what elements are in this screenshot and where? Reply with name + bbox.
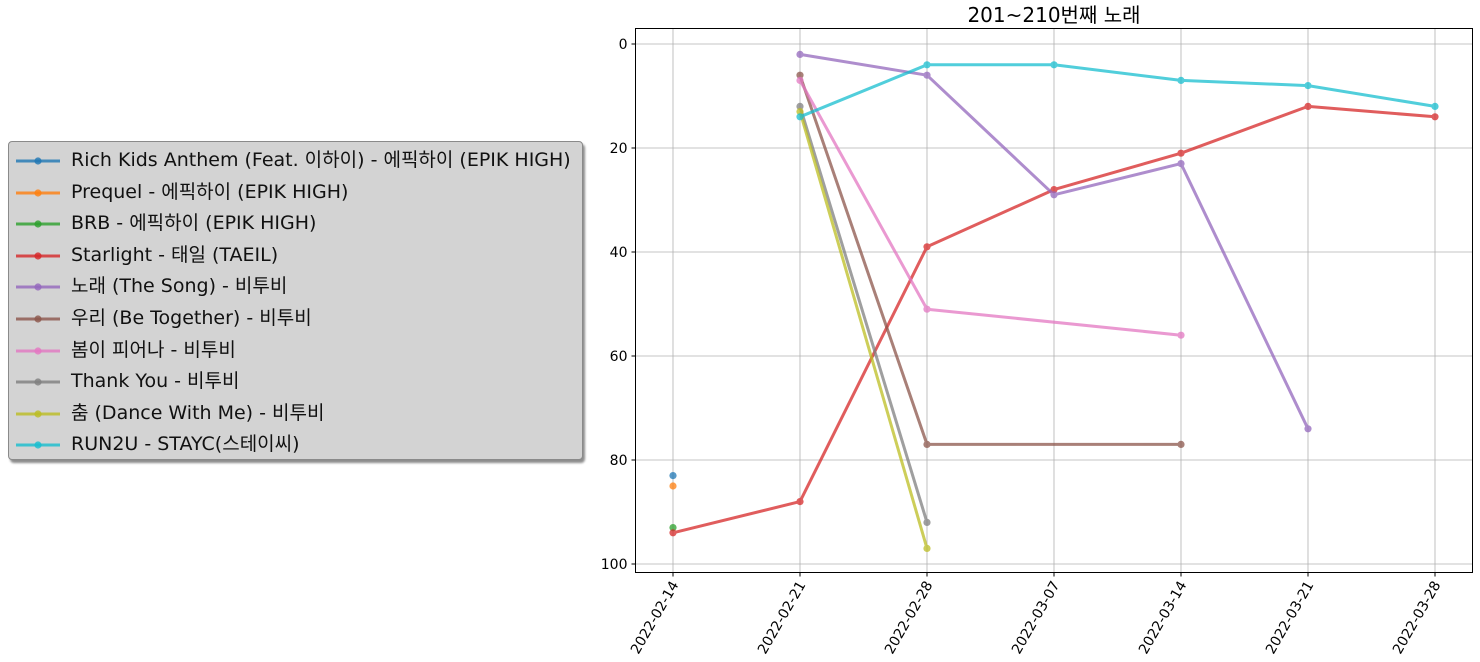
x-tick-label: 2022-02-28 <box>882 579 937 657</box>
series-1 <box>669 472 677 480</box>
legend-label: 노래 (The Song) - 비투비 <box>71 275 288 298</box>
data-point <box>923 518 931 527</box>
series-8 <box>796 102 931 527</box>
legend-item: 춤 (Dance With Me) - 비투비 <box>9 398 582 429</box>
legend-swatch <box>16 283 60 291</box>
data-point <box>796 113 804 121</box>
legend-swatch <box>16 157 60 165</box>
legend-label: 춤 (Dance With Me) - 비투비 <box>71 401 325 424</box>
data-point <box>669 472 677 480</box>
data-point <box>923 544 931 553</box>
data-point <box>796 76 804 84</box>
data-point <box>923 440 931 448</box>
data-point <box>1431 102 1439 110</box>
series-line <box>798 110 929 550</box>
data-point <box>1177 149 1185 157</box>
legend-label: Prequel - 에픽하이 (EPIK HIGH) <box>71 180 349 203</box>
legend-swatch <box>16 315 60 323</box>
legend-item: 봄이 피어나 - 비투비 <box>9 335 582 366</box>
legend-item: Rich Kids Anthem (Feat. 이하이) - 에픽하이 (EPI… <box>9 145 582 176</box>
data-point <box>1431 113 1439 121</box>
data-point <box>796 498 804 506</box>
legend-swatch <box>16 441 60 449</box>
legend-item: 우리 (Be Together) - 비투비 <box>9 303 582 334</box>
series-9 <box>796 108 931 553</box>
legend-item: Thank You - 비투비 <box>9 366 582 397</box>
series-7 <box>796 76 1185 339</box>
series-layer <box>669 50 1439 553</box>
data-point <box>669 482 677 490</box>
y-tick-label: 0 <box>619 37 628 53</box>
y-tick-label: 80 <box>610 453 628 469</box>
data-point <box>796 50 804 59</box>
data-point <box>669 524 677 532</box>
series-6 <box>796 71 1185 448</box>
legend-label: RUN2U - STAYC(스테이씨) <box>71 433 300 456</box>
data-point <box>1304 102 1312 110</box>
data-point <box>1304 425 1312 433</box>
legend-swatch <box>16 378 60 386</box>
data-point <box>1177 440 1185 448</box>
legend-item: RUN2U - STAYC(스테이씨) <box>9 429 582 460</box>
x-tick-label: 2022-03-28 <box>1390 579 1445 657</box>
y-tick-label: 40 <box>610 245 628 261</box>
chart-title: 201~210번째 노래 <box>967 3 1140 27</box>
data-point <box>669 529 677 537</box>
legend-label: 우리 (Be Together) - 비투비 <box>71 307 312 329</box>
data-point <box>796 71 804 79</box>
data-point <box>923 71 931 79</box>
legend: Rich Kids Anthem (Feat. 이하이) - 에픽하이 (EPI… <box>8 141 583 460</box>
legend-item: 노래 (The Song) - 비투비 <box>9 271 582 302</box>
legend-swatch <box>16 188 60 197</box>
legend-swatch <box>16 346 60 355</box>
data-point <box>1050 61 1058 69</box>
legend-item: Prequel - 에픽하이 (EPIK HIGH) <box>9 177 582 208</box>
data-point <box>796 108 804 116</box>
series-line <box>798 63 1437 119</box>
data-point <box>796 102 804 110</box>
legend-label: Starlight - 태일 (TAEIL) <box>71 243 279 266</box>
data-point <box>1050 191 1058 199</box>
data-point <box>1304 82 1312 90</box>
data-point <box>1177 331 1185 339</box>
grid-lines <box>635 28 1473 573</box>
legend-item: BRB - 에픽하이 (EPIK HIGH) <box>9 208 582 239</box>
series-2 <box>669 482 677 490</box>
data-point <box>923 243 931 251</box>
y-tick-label: 100 <box>601 557 628 573</box>
legend-label: 봄이 피어나 - 비투비 <box>71 338 236 361</box>
x-tick-label: 2022-03-07 <box>1009 579 1064 657</box>
y-tick-label: 60 <box>610 349 628 365</box>
data-point <box>1177 160 1185 168</box>
legend-label: Thank You - 비투비 <box>71 370 240 393</box>
legend-item: Starlight - 태일 (TAEIL) <box>9 240 582 271</box>
x-tick-label: 2022-02-21 <box>755 579 810 657</box>
series-3 <box>669 524 677 532</box>
y-tick-label: 20 <box>610 141 628 157</box>
series-line <box>798 104 929 524</box>
legend-label: BRB - 에픽하이 (EPIK HIGH) <box>71 212 317 235</box>
x-tick-label: 2022-03-21 <box>1263 579 1318 657</box>
x-tick-label: 2022-02-14 <box>628 578 683 657</box>
x-axis-ticks: 2022-02-14 2022-02-21 2022-02-28 2022-03-07… <box>628 572 1445 657</box>
x-tick-label: 2022-03-14 <box>1136 578 1191 657</box>
data-point <box>923 305 931 313</box>
data-point <box>923 61 931 69</box>
series-10 <box>796 61 1439 121</box>
legend-swatch <box>16 252 60 260</box>
legend-label: Rich Kids Anthem (Feat. 이하이) - 에픽하이 (EPI… <box>71 149 571 171</box>
y-axis-ticks: 0 20 40 60 80 100 <box>601 37 636 573</box>
series-5 <box>796 50 1312 433</box>
legend-swatch <box>16 410 60 418</box>
data-point <box>1177 76 1185 84</box>
series-4 <box>669 102 1439 537</box>
legend-swatch <box>16 220 60 228</box>
